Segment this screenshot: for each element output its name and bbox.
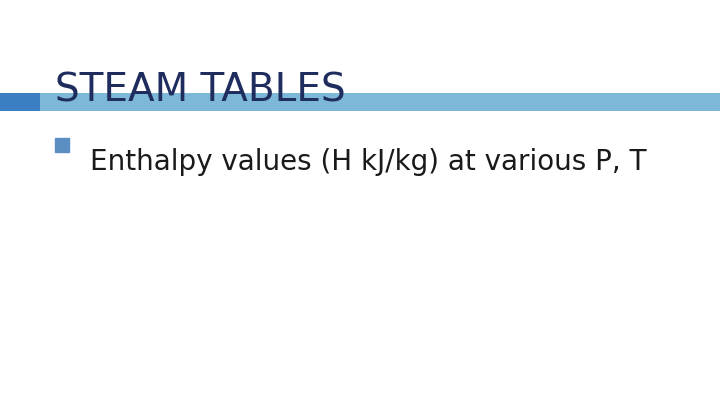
Bar <box>0 93 40 111</box>
Bar <box>40 93 720 111</box>
Text: Enthalpy values (H kJ/kg) at various P, T: Enthalpy values (H kJ/kg) at various P, … <box>90 148 647 176</box>
Bar <box>55 138 69 152</box>
Text: STEAM TABLES: STEAM TABLES <box>55 72 346 110</box>
